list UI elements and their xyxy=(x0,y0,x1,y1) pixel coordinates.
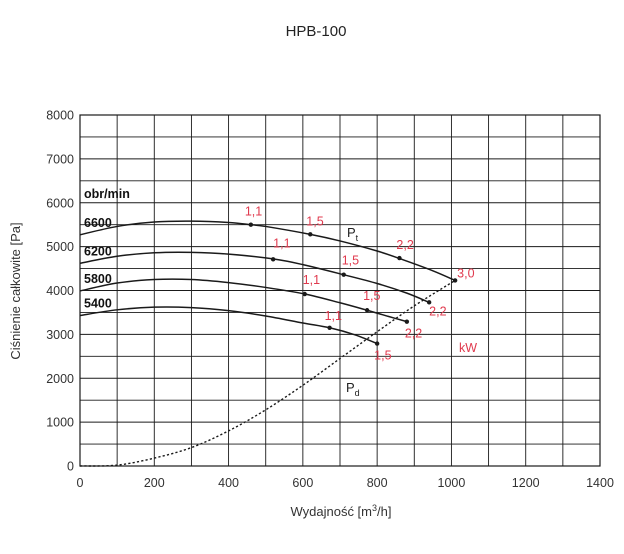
power-marker xyxy=(452,278,458,283)
power-marker xyxy=(341,272,346,277)
y-tick-label: 7000 xyxy=(46,152,74,166)
power-label: 2,2 xyxy=(429,304,446,318)
power-label: 1,5 xyxy=(342,254,359,268)
power-marker xyxy=(302,291,307,297)
y-axis-ticks: 0 1000 2000 3000 4000 5000 6000 7000 8000 xyxy=(46,109,74,474)
y-tick-label: 2000 xyxy=(46,372,74,386)
power-label: 1,1 xyxy=(325,309,342,323)
pd-symbol: Pd xyxy=(346,380,360,398)
power-label: 2,2 xyxy=(396,238,413,252)
pd-symbol-sub: d xyxy=(355,388,360,398)
power-label: 2,2 xyxy=(405,327,422,341)
x-tick-label: 1000 xyxy=(438,476,466,490)
power-marker xyxy=(404,319,410,324)
x-axis-ticks: 0 200 400 600 800 1000 1200 1400 xyxy=(77,476,614,490)
x-tick-label: 1200 xyxy=(512,476,540,490)
power-marker xyxy=(426,300,432,305)
x-axis-label-sup: 3 xyxy=(372,503,377,513)
pt-symbol: Pt xyxy=(347,225,359,243)
y-tick-label: 3000 xyxy=(46,328,74,342)
power-marker xyxy=(397,255,402,261)
grid xyxy=(79,114,601,467)
y-tick-label: 6000 xyxy=(46,196,74,210)
power-marker xyxy=(248,222,254,227)
power-label: 1,1 xyxy=(273,236,290,250)
pressure-curve-5400 xyxy=(79,306,378,345)
x-tick-label: 1400 xyxy=(586,476,614,490)
x-tick-label: 400 xyxy=(218,476,239,490)
rpm-labels: 6600 6200 5800 5400 xyxy=(84,216,112,311)
y-tick-label: 8000 xyxy=(46,109,74,123)
power-label: 1,5 xyxy=(363,289,380,303)
chart-title: HPB-100 xyxy=(286,23,347,40)
power-marker xyxy=(327,325,332,330)
power-label: 1,5 xyxy=(306,214,323,228)
power-label: 1,5 xyxy=(374,349,391,363)
x-tick-label: 200 xyxy=(144,476,165,490)
y-axis-label: Ciśnienie całkowite [Pa] xyxy=(8,222,23,359)
power-label: 1,1 xyxy=(245,205,262,219)
y-tick-label: 5000 xyxy=(46,240,74,254)
x-axis-label-main: Wydajność [m xyxy=(290,504,372,519)
x-axis-label: Wydajność [m3/h] xyxy=(290,503,391,519)
pressure-curve-5800 xyxy=(79,278,408,323)
power-marker xyxy=(364,308,370,313)
power-marker xyxy=(374,341,380,346)
y-tick-label: 0 xyxy=(67,460,74,474)
x-tick-label: 800 xyxy=(367,476,388,490)
power-label: 1,1 xyxy=(303,273,320,287)
pressure-curve-6600 xyxy=(79,220,456,282)
rpm-label-5800: 5800 xyxy=(84,272,112,286)
power-label: 3,0 xyxy=(457,266,474,280)
x-tick-label: 0 xyxy=(77,476,84,490)
power-marker xyxy=(270,257,276,262)
x-tick-label: 600 xyxy=(292,476,313,490)
y-tick-label: 4000 xyxy=(46,284,74,298)
power-marker xyxy=(308,232,313,237)
rpm-header: obr/min xyxy=(84,187,130,201)
power-unit-label: kW xyxy=(459,341,477,355)
pt-symbol-main: P xyxy=(347,225,356,240)
pd-symbol-main: P xyxy=(346,380,355,395)
x-axis-label-end: /h] xyxy=(377,504,391,519)
power-markers: 1,1 1,5 2,2 3,0 1,1 1,5 2,2 1,1 1,5 2,2 1,1 1,5 xyxy=(245,205,475,363)
rpm-label-6200: 6200 xyxy=(84,244,112,258)
pressure-curves xyxy=(79,220,456,345)
pt-symbol-sub: t xyxy=(356,233,359,243)
rpm-label-6600: 6600 xyxy=(84,216,112,230)
y-tick-label: 1000 xyxy=(46,416,74,430)
rpm-label-5400: 5400 xyxy=(84,297,112,311)
